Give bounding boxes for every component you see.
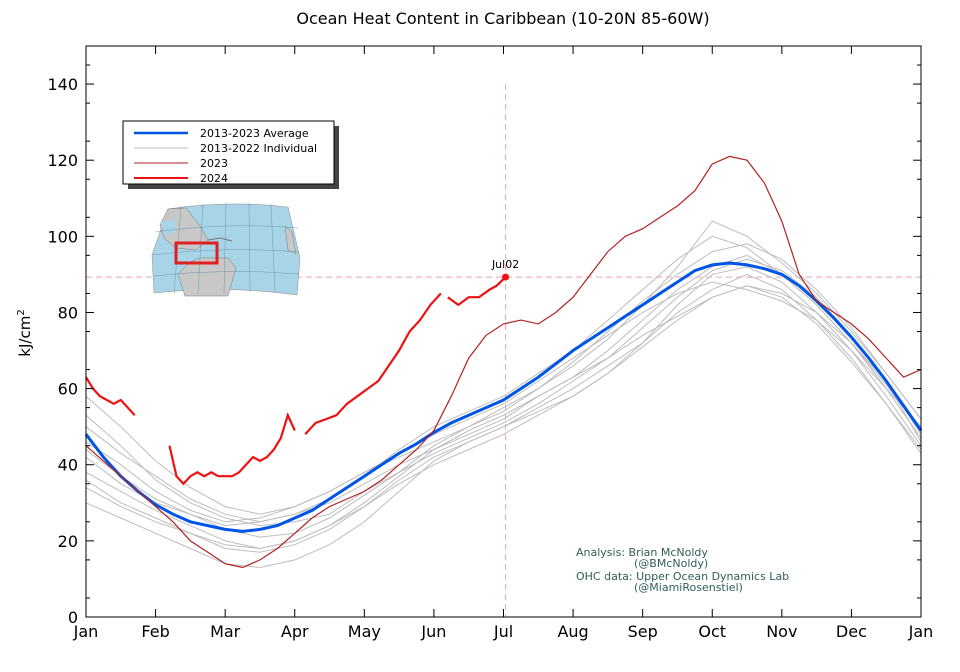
x-tick-label: Mar [210,622,241,641]
x-tick-label: Jul [493,622,513,641]
x-tick-label: Jan [908,622,934,641]
map-land-north-america [159,207,209,251]
legend-box [122,120,335,185]
individual-year-line [85,266,922,569]
credits: Analysis: Brian McNoldy (@BMcNoldy) OHC … [576,546,789,594]
individual-year-line [85,285,922,550]
marker-layer: Jul02 [491,258,519,281]
crosshair-layer [86,84,921,617]
series-2023-line [85,155,922,569]
y-tick-label: 60 [58,380,78,399]
y-axis-label: kJ/cm2 [16,309,34,356]
series-layer [84,155,923,569]
latest-point-label: Jul02 [491,258,519,271]
axis-layer: 0 20 40 60 80 100 120 140 Jan Feb Mar Apr May Jun Jul A… [47,46,933,641]
credit-data-handle: (@MiamiRosenstiel) [634,581,743,594]
legend-label: 2023 [200,157,228,170]
x-tick-label: Apr [281,622,309,641]
series-2024-line [168,412,296,486]
x-tick-label: May [348,622,381,641]
caribbean-region-map-icon [151,202,301,297]
legend-label: 2013-2023 Average [200,127,309,140]
y-tick-label: 100 [47,227,78,246]
y-axis-label-superscript: 2 [16,309,27,315]
map-land-africa [284,225,297,255]
x-tick-label: Dec [836,622,867,641]
series-2024-line [447,276,507,307]
map-islands [207,237,233,242]
y-axis-label-text: kJ/cm [16,316,34,357]
legend-label: 2013-2022 Individual [200,142,317,155]
individual-year-line [85,281,922,523]
chart-title: Ocean Heat Content in Caribbean (10-20N … [296,9,709,28]
x-tick-label: Jan [73,622,99,641]
latest-point-marker [502,273,510,281]
y-tick-label: 120 [47,151,78,170]
y-tick-label: 80 [58,303,78,322]
credit-analysis-handle: (@BMcNoldy) [634,557,708,570]
individual-year-line [85,220,922,515]
x-tick-label: Oct [698,622,726,641]
credit-data: OHC data: Upper Ocean Dynamics Lab [576,570,789,583]
x-tick-label: Aug [557,622,588,641]
individual-year-line [85,273,922,553]
caribbean-box [174,241,219,265]
legend-items: 2013-2023 Average 2013-2022 Individual 202… [134,127,317,185]
credit-analysis: Analysis: Brian McNoldy [576,546,708,559]
y-tick-label: 140 [47,75,78,94]
individual-years-layer [85,220,922,569]
x-tick-label: Feb [141,622,169,641]
x-tick-label: Nov [766,622,797,641]
y-tick-label: 40 [58,456,78,475]
legend-label: 2024 [200,172,228,185]
x-tick-label: Sep [628,622,658,641]
y-tick-label: 20 [58,532,78,551]
legend: 2013-2023 Average 2013-2022 Individual 202… [122,120,339,189]
series-2024-line [304,292,442,436]
x-tick-label: Jun [420,622,446,641]
series-2024-line [85,376,136,416]
series-average-line [84,261,923,533]
y-tick-label: 0 [68,608,78,627]
individual-year-line [85,243,922,527]
map-gulf [160,220,176,236]
individual-year-line [85,285,922,550]
